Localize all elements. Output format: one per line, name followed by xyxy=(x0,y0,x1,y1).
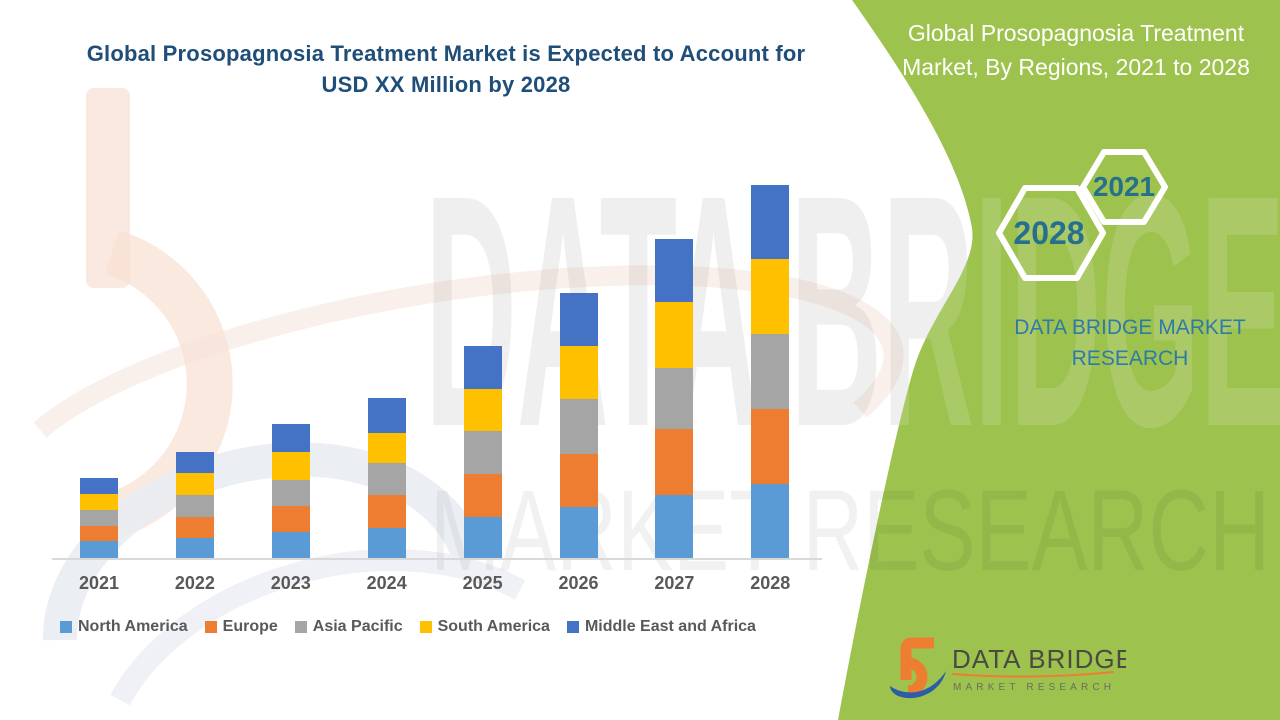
bar-segment-north-america xyxy=(271,532,310,559)
x-axis-line xyxy=(52,558,822,560)
bar-segment-middle-east-and-africa xyxy=(751,185,790,259)
logo-b-icon xyxy=(890,637,946,699)
bar-segment-europe xyxy=(655,429,694,495)
bar-segment-south-america xyxy=(80,494,118,510)
bar-segment-europe xyxy=(751,409,790,484)
company-logo: DATA BRIDGE MARKET RESEARCH xyxy=(890,637,1126,699)
stacked-bar-2027 xyxy=(655,239,694,559)
bar-segment-middle-east-and-africa xyxy=(655,239,694,302)
bar-segment-asia-pacific xyxy=(175,495,214,517)
chart-legend: North America Europe Asia Pacific South Ame… xyxy=(60,618,756,636)
bar-segment-south-america xyxy=(271,452,310,480)
x-axis-label-2027: 2027 xyxy=(654,573,695,593)
bar-segment-south-america xyxy=(463,389,502,431)
panel-title: Global Prosopagnosia Treatment Market, B… xyxy=(880,16,1272,84)
logo-divider xyxy=(951,671,1115,678)
year-hexagons: 2021 2028 xyxy=(996,149,1168,281)
stacked-bar-2022 xyxy=(175,452,214,559)
logo-swoosh-icon xyxy=(890,671,946,699)
legend-item-europe: Europe xyxy=(204,618,278,636)
panel-title-line1: Global Prosopagnosia Treatment xyxy=(907,20,1245,46)
stacked-bar-2021 xyxy=(80,478,118,559)
stacked-bar-2025 xyxy=(463,346,502,559)
bar-segment-north-america xyxy=(80,541,118,559)
legend-swatch-icon xyxy=(204,621,217,633)
bar-segment-middle-east-and-africa xyxy=(175,452,214,473)
x-axis-label-2023: 2023 xyxy=(270,573,311,593)
bar-segment-south-america xyxy=(175,473,214,495)
legend-item-middle-east-and-africa: Middle East and Africa xyxy=(566,618,756,636)
stacked-bar-2026 xyxy=(559,293,598,559)
bar-segment-europe xyxy=(559,454,598,507)
brand-name-line1: DATA BRIDGE MARKET xyxy=(1014,316,1246,339)
x-axis-label-2021: 2021 xyxy=(78,573,120,593)
brand-name-text: DATA BRIDGE MARKET RESEARCH xyxy=(985,312,1275,374)
bar-segment-europe xyxy=(80,526,118,541)
bar-segment-north-america xyxy=(559,507,598,559)
bar-segment-north-america xyxy=(367,528,406,559)
x-axis-label-2028: 2028 xyxy=(750,573,791,593)
bar-segment-north-america xyxy=(175,538,214,559)
hexagon-2021-icon xyxy=(1080,149,1168,225)
legend-label: Middle East and Africa xyxy=(584,618,756,635)
legend-swatch-icon xyxy=(60,621,72,633)
bar-segment-europe xyxy=(367,495,406,528)
x-axis-label-2026: 2026 xyxy=(558,573,599,593)
legend-label: Asia Pacific xyxy=(312,618,403,635)
bar-segment-middle-east-and-africa xyxy=(271,424,310,452)
bar-segment-asia-pacific xyxy=(367,463,406,495)
bar-segment-europe xyxy=(175,517,214,538)
legend-item-north-america: North America xyxy=(60,618,188,636)
bar-segment-asia-pacific xyxy=(655,368,694,429)
legend-item-asia-pacific: Asia Pacific xyxy=(294,618,403,636)
bar-segment-asia-pacific xyxy=(463,431,502,474)
bar-segment-middle-east-and-africa xyxy=(80,478,118,494)
chart-title: Global Prosopagnosia Treatment Market is… xyxy=(40,38,852,100)
bar-segment-south-america xyxy=(751,259,790,334)
legend-item-south-america: South America xyxy=(419,618,550,636)
logo-name-text: DATA BRIDGE xyxy=(952,644,1126,674)
bar-segment-europe xyxy=(271,506,310,532)
x-axis-label-2025: 2025 xyxy=(462,573,503,593)
bar-segment-middle-east-and-africa xyxy=(559,293,598,346)
bar-segment-north-america xyxy=(751,484,790,559)
legend-swatch-icon xyxy=(419,621,432,633)
bar-segment-north-america xyxy=(463,517,502,559)
stacked-bar-2024 xyxy=(367,398,406,559)
bar-segment-asia-pacific xyxy=(271,480,310,506)
legend-swatch-icon xyxy=(294,621,307,633)
chart-title-line1: Global Prosopagnosia Treatment Market is… xyxy=(86,41,806,66)
stacked-bar-2028 xyxy=(751,185,790,559)
x-axis-label-2024: 2024 xyxy=(366,573,407,593)
bar-segment-south-america xyxy=(655,302,694,368)
legend-label: South America xyxy=(437,618,550,635)
stacked-bar-2023 xyxy=(271,424,310,559)
bar-segment-europe xyxy=(463,474,502,517)
hexagon-2028-label: 2028 xyxy=(1013,215,1084,251)
brand-name-line2: RESEARCH xyxy=(1071,347,1189,370)
chart-title-line2: USD XX Million by 2028 xyxy=(321,72,571,97)
hexagon-2028-icon xyxy=(996,185,1106,281)
panel-title-line2: Market, By Regions, 2021 to 2028 xyxy=(902,54,1250,80)
bar-segment-asia-pacific xyxy=(751,334,790,409)
bar-segment-south-america xyxy=(367,433,406,463)
bar-segment-south-america xyxy=(559,346,598,399)
bar-segment-middle-east-and-africa xyxy=(367,398,406,433)
legend-label: Europe xyxy=(222,618,278,635)
legend-swatch-icon xyxy=(566,621,579,633)
bar-segment-middle-east-and-africa xyxy=(463,346,502,389)
x-axis-label-2022: 2022 xyxy=(174,573,215,593)
hexagon-2021-label: 2021 xyxy=(1093,171,1155,202)
legend-label: North America xyxy=(78,618,188,635)
bar-segment-asia-pacific xyxy=(559,399,598,454)
logo-sub-text: MARKET RESEARCH xyxy=(953,682,1111,693)
bar-segment-asia-pacific xyxy=(80,510,118,526)
bar-segment-north-america xyxy=(655,495,694,559)
